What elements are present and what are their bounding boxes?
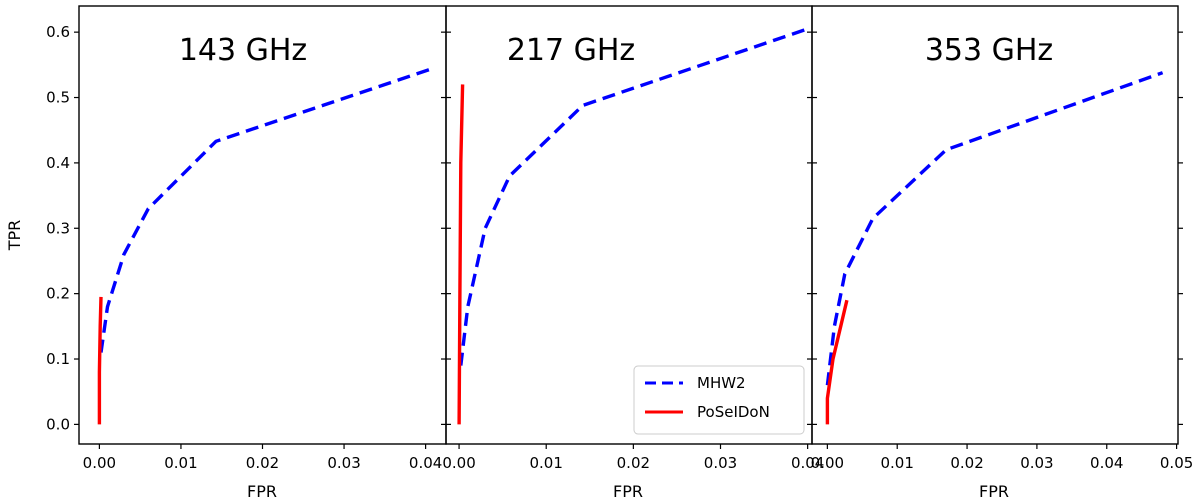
panel-353ghz-frame — [811, 5, 1179, 445]
panel-217ghz-mhw2-line — [459, 27, 809, 366]
panel-353ghz: 353 GHz 0.00 0.01 0.02 0.03 0.04 0.05 FPR — [807, 5, 1193, 501]
panel-217ghz-plot-area — [457, 27, 809, 425]
panel-217ghz-ticks: 0.00 0.01 0.02 0.03 0.04 — [441, 31, 824, 472]
panel-353ghz-xtick-label: 0.00 — [811, 454, 844, 472]
panel-217ghz-xtick-label: 0.03 — [704, 454, 737, 472]
panel-353ghz-xtick-label: 0.02 — [950, 454, 983, 472]
panel-143ghz-ytick-label: 0.0 — [46, 415, 70, 433]
panel-353ghz-ticks: 0.00 0.01 0.02 0.03 0.04 0.05 — [807, 31, 1193, 472]
panel-217ghz-xlabel: FPR — [613, 482, 643, 501]
panel-353ghz-plot-area — [825, 71, 1164, 425]
panel-143ghz-xtick-label: 0.03 — [327, 454, 360, 472]
panel-143ghz-xtick-label: 0.01 — [164, 454, 197, 472]
panel-217ghz-xtick-label: 0.02 — [617, 454, 650, 472]
panel-143ghz-ytick-label: 0.5 — [46, 89, 70, 107]
panel-143ghz-plot-area — [97, 66, 435, 425]
panel-143ghz-xtick-label: 0.02 — [246, 454, 279, 472]
legend-mhw2-label: MHW2 — [697, 374, 746, 392]
panel-143ghz-ytick-label: 0.2 — [46, 285, 70, 303]
panel-217ghz-xtick-label: 0.04 — [791, 454, 824, 472]
panel-353ghz-xtick-label: 0.05 — [1160, 454, 1193, 472]
panel-353ghz-mhw2-line — [825, 71, 1164, 386]
panel-353ghz-xtick-label: 0.03 — [1020, 454, 1053, 472]
panel-143ghz-ticks: 0.00 0.01 0.02 0.03 0.04 0.0 0.1 0.2 0.3 0.4 0.5 0.… — [46, 23, 451, 472]
panel-143ghz: 143 GHz 0.00 0.01 0.02 0.03 0.04 0.0 0.1 0.2 0.3… — [5, 5, 451, 501]
panel-143ghz-title: 143 GHz — [179, 33, 307, 68]
panel-353ghz-title: 353 GHz — [925, 33, 1053, 68]
panel-143ghz-ytick-label: 0.4 — [46, 154, 70, 172]
panel-143ghz-xlabel: FPR — [247, 482, 277, 501]
legend-poseidon-label: PoSeIDoN — [697, 403, 770, 421]
panel-217ghz-poseidon-line — [457, 84, 465, 425]
panel-353ghz-xtick-label: 0.04 — [1090, 454, 1123, 472]
panel-143ghz-ytick-label: 0.1 — [46, 350, 70, 368]
panel-217ghz-xtick-label: 0.00 — [442, 454, 475, 472]
legend: MHW2 PoSeIDoN — [633, 365, 805, 435]
panel-353ghz-xlabel: FPR — [979, 482, 1009, 501]
panel-353ghz-xtick-label: 0.01 — [881, 454, 914, 472]
panel-143ghz-ylabel: TPR — [5, 220, 24, 252]
panel-143ghz-ytick-label: 0.3 — [46, 219, 70, 237]
panel-143ghz-ytick-label: 0.6 — [46, 23, 70, 41]
legend-box — [633, 365, 805, 435]
panel-143ghz-frame — [78, 5, 447, 445]
panel-143ghz-poseidon-line — [97, 296, 103, 425]
panel-143ghz-xtick-label: 0.00 — [83, 454, 116, 472]
panel-143ghz-xtick-label: 0.04 — [409, 454, 442, 472]
panel-217ghz-title: 217 GHz — [507, 33, 635, 68]
panel-143ghz-mhw2-line — [99, 66, 435, 353]
panel-217ghz-xtick-label: 0.01 — [530, 454, 563, 472]
panel-353ghz-poseidon-line — [825, 299, 849, 425]
panel-217ghz: 217 GHz 0.00 0.01 0.02 0.03 0.04 FPR MHW2 Po… — [441, 5, 824, 501]
